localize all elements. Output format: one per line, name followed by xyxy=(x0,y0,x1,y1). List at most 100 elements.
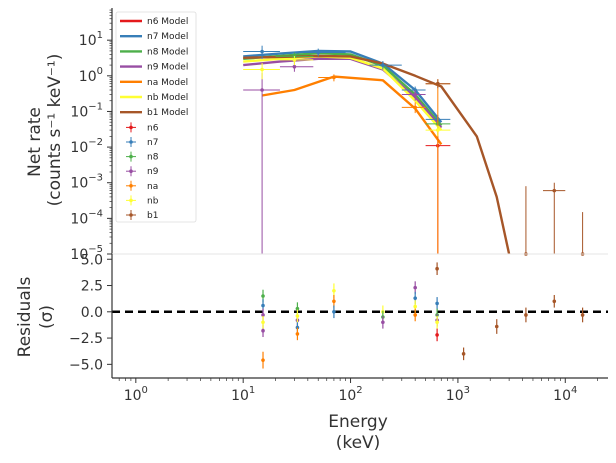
x-tick-label-3: 103 xyxy=(446,385,470,404)
data-point-na-1 xyxy=(401,102,426,114)
data-point-b1-0 xyxy=(425,79,451,89)
residual-marker xyxy=(261,313,265,317)
residual-marker xyxy=(261,320,265,325)
legend-label-5: nb Model xyxy=(147,93,188,103)
legend-data-label-2: n8 xyxy=(147,153,159,163)
legend-marker-dot-3 xyxy=(129,169,133,173)
top-y-tick-label-1: 10−4 xyxy=(70,208,103,227)
data-point-na-0 xyxy=(318,74,351,82)
x-tick-label-4: 104 xyxy=(553,385,577,404)
residual-marker xyxy=(413,296,417,300)
residual-marker xyxy=(435,333,439,337)
legend-label-3: n9 Model xyxy=(147,63,188,73)
residual-marker xyxy=(332,309,336,314)
x-tick-label-1: 101 xyxy=(231,385,255,404)
data-marker xyxy=(292,58,297,62)
bottom-y-tick-label-2: 0.0 xyxy=(81,305,103,321)
residual-point-31 xyxy=(580,307,585,323)
data-marker xyxy=(413,92,417,97)
residual-marker xyxy=(435,301,439,306)
legend-data-label-0: n6 xyxy=(147,123,159,133)
residual-marker xyxy=(295,306,300,311)
xlabel-line2: (keV) xyxy=(336,433,381,453)
legend-marker-dot-6 xyxy=(129,213,133,217)
residual-marker xyxy=(413,313,417,317)
data-marker xyxy=(292,64,297,69)
data-marker xyxy=(552,188,557,193)
legend-label-4: na Model xyxy=(147,78,188,88)
model-curve-na-model xyxy=(261,75,443,146)
top-y-tick-label-4: 10−1 xyxy=(70,101,103,120)
legend-label-6: b1 Model xyxy=(147,108,188,118)
residual-point-26 xyxy=(435,328,439,342)
legend-marker-dot-4 xyxy=(129,184,133,188)
top-ylabel-line1: Net rate xyxy=(25,107,45,177)
residual-marker xyxy=(435,266,439,271)
legend-marker-dot-2 xyxy=(129,154,133,159)
residual-point-5 xyxy=(261,316,265,329)
residual-marker xyxy=(461,352,466,356)
residual-marker xyxy=(552,299,557,304)
model-curve-b1-model xyxy=(243,54,511,255)
residual-marker xyxy=(332,299,336,304)
data-point-n9-1 xyxy=(279,61,314,72)
bottom-y-tick-label-3: −2.5 xyxy=(69,331,103,347)
residual-point-10 xyxy=(295,309,300,323)
bottom-y-tick-label-1: 2.5 xyxy=(81,279,103,295)
top-y-tick-label-0: 10−5 xyxy=(70,244,103,263)
residual-marker xyxy=(261,294,265,298)
legend-data-label-4: na xyxy=(147,182,158,192)
data-point-nb-1 xyxy=(279,55,314,66)
legend-label-1: n7 Model xyxy=(147,32,188,42)
data-marker xyxy=(436,128,440,132)
data-point-n7-0 xyxy=(243,45,280,59)
data-marker xyxy=(260,49,264,54)
legend-label-2: n8 Model xyxy=(147,47,188,57)
data-point-n9-0 xyxy=(243,72,280,254)
data-point-b1-2 xyxy=(542,182,566,254)
residual-point-13 xyxy=(332,305,336,319)
residual-point-4 xyxy=(261,351,265,369)
data-point-n7-2 xyxy=(369,61,402,70)
x-tick-label-2: 102 xyxy=(338,385,362,404)
legend-marker-dot-1 xyxy=(129,140,133,144)
residual-point-28 xyxy=(494,319,499,334)
residual-point-30 xyxy=(552,294,557,308)
bottom-y-tick-label-0: 5.0 xyxy=(81,252,103,268)
residual-point-25 xyxy=(435,316,439,329)
data-point-na-2 xyxy=(425,79,451,254)
top-y-ticks: 10−5 10−4 10−3 10−2 10−1 100 101 xyxy=(70,9,112,263)
bottom-ylabel-line2: (σ) xyxy=(37,305,57,329)
residual-point-22 xyxy=(435,297,439,310)
data-marker xyxy=(260,67,264,72)
data-point-b1-1 xyxy=(524,186,528,256)
legend-data-label-1: n7 xyxy=(147,138,158,148)
data-point-n7-1 xyxy=(294,48,346,57)
residual-marker xyxy=(580,313,585,317)
data-marker xyxy=(332,75,336,80)
x-ticks: 100 101 102 103 104 xyxy=(118,378,598,404)
residual-marker xyxy=(332,288,336,293)
data-point-b1-3 xyxy=(580,212,585,256)
data-marker xyxy=(316,50,321,55)
data-marker xyxy=(436,81,440,86)
data-marker xyxy=(413,105,417,110)
residual-marker xyxy=(381,320,385,325)
legend-frame xyxy=(115,11,197,223)
residual-points xyxy=(261,262,585,369)
residual-point-27 xyxy=(461,347,466,361)
legend: n6 Model n7 Model n8 Model n9 Model na Model… xyxy=(115,11,197,223)
legend-label-0: n6 Model xyxy=(147,17,188,27)
legend-data-label-5: nb xyxy=(147,196,159,206)
residual-marker xyxy=(295,332,300,336)
residual-marker xyxy=(261,303,265,308)
model-curves xyxy=(243,49,511,255)
bottom-ylabel-line1: Residuals xyxy=(15,277,35,358)
data-point-nb-2 xyxy=(425,125,451,137)
top-y-tick-label-2: 10−3 xyxy=(70,173,103,192)
top-y-tick-label-5: 100 xyxy=(79,66,103,85)
residual-point-29 xyxy=(524,307,528,323)
residuals-panel: 5.0 2.5 0.0 −2.5 −5.0 100 101 102 103 104 Residu… xyxy=(15,252,608,453)
top-y-tick-label-3: 10−2 xyxy=(70,137,103,156)
